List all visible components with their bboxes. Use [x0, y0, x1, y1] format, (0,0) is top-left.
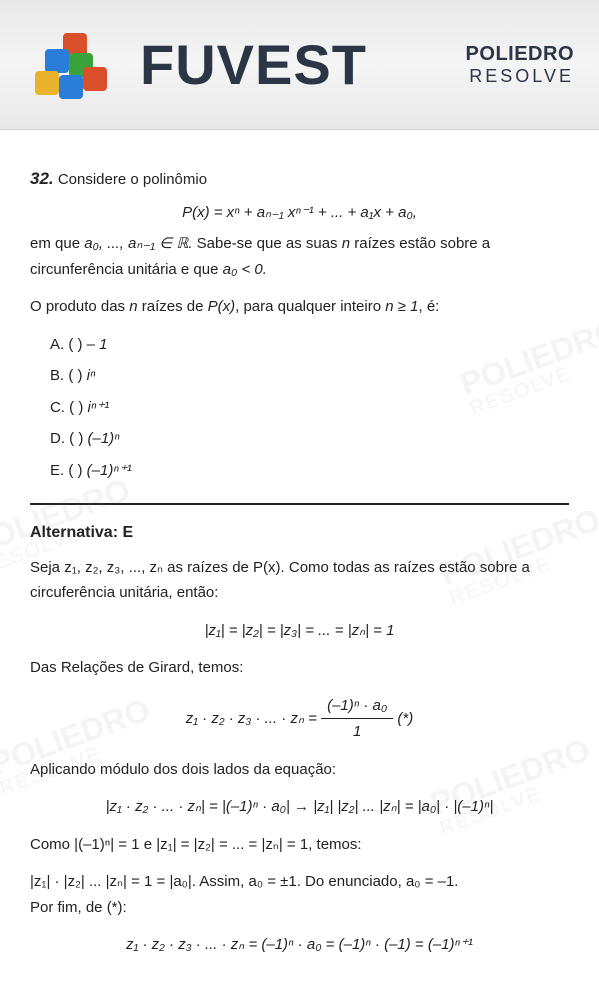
stem-text: em que — [30, 235, 84, 252]
solution-eq4: z₁ · z₂ · z₃ · ... · zₙ = (–1)ⁿ · a₀ = (… — [30, 932, 569, 958]
brand-block: POLIEDRO RESOLVE — [466, 43, 574, 87]
solution-p1: Seja z₁, z₂, z₃, ..., zₙ as raízes de P(… — [30, 555, 569, 606]
option-e: E. ( ) (–1)ⁿ⁺¹ — [50, 458, 569, 484]
option-value: (–1)ⁿ⁺¹ — [83, 462, 132, 479]
fraction: (–1)ⁿ · a₀ 1 — [321, 693, 393, 745]
stem-math: a₀ < 0. — [223, 261, 267, 278]
answer-label: Alternativa: E — [30, 519, 569, 546]
fraction-denominator: 1 — [321, 719, 393, 745]
prompt-text: , é: — [419, 298, 440, 315]
prompt-math: n — [129, 298, 137, 315]
stem-math: n — [342, 235, 350, 252]
solution-p5: |z₁| · |z₂| ... |zₙ| = 1 = |a₀|. Assim, … — [30, 869, 569, 895]
solution-eq3: |z₁ · z₂ · ... · zₙ| = |(–1)ⁿ · a₀| → |z… — [30, 794, 569, 820]
options-list: A. ( ) – 1 B. ( ) iⁿ C. ( ) iⁿ⁺¹ D. ( ) … — [50, 332, 569, 484]
question-prompt: O produto das n raízes de P(x), para qua… — [30, 294, 569, 320]
question-block: 32. Considere o polinômio P(x) = xⁿ + aₙ… — [30, 165, 569, 483]
option-c: C. ( ) iⁿ⁺¹ — [50, 395, 569, 421]
fraction-numerator: (–1)ⁿ · a₀ — [321, 693, 393, 720]
option-letter: C. ( ) — [50, 399, 83, 416]
stem-text: Sabe-se que as suas — [197, 235, 342, 252]
solution-p4: Como |(–1)ⁿ| = 1 e |z₁| = |z₂| = ... = |… — [30, 832, 569, 858]
main-title: FUVEST — [140, 32, 466, 97]
eq2-left: z₁ · z₂ · z₃ · ... · zₙ = — [186, 710, 321, 727]
prompt-text: , para qualquer inteiro — [235, 298, 385, 315]
stem-math: a₀, ..., aₙ₋₁ ∈ ℝ. — [84, 235, 196, 252]
solution-eq1: |z₁| = |z₂| = |z₃| = ... = |zₙ| = 1 — [30, 618, 569, 644]
option-letter: E. ( ) — [50, 462, 83, 479]
content-area: POLIEDRORESOLVEPOLIEDRORESOLVEPOLIEDRORE… — [0, 130, 599, 1000]
option-value: (–1)ⁿ — [83, 430, 119, 447]
poliedro-logo-icon — [25, 25, 115, 105]
option-a: A. ( ) – 1 — [50, 332, 569, 358]
option-letter: A. ( ) — [50, 336, 83, 353]
stem-line-1: Considere o polinômio — [58, 171, 207, 188]
solution-p2: Das Relações de Girard, temos: — [30, 655, 569, 681]
solution-p3: Aplicando módulo dos dois lados da equaç… — [30, 757, 569, 783]
prompt-text: O produto das — [30, 298, 129, 315]
option-d: D. ( ) (–1)ⁿ — [50, 426, 569, 452]
option-letter: D. ( ) — [50, 430, 83, 447]
solution-block: Alternativa: E Seja z₁, z₂, z₃, ..., zₙ … — [30, 519, 569, 957]
option-b: B. ( ) iⁿ — [50, 363, 569, 389]
prompt-math: n ≥ 1 — [385, 298, 418, 315]
prompt-math: P(x) — [208, 298, 236, 315]
stem-line-2: em que a₀, ..., aₙ₋₁ ∈ ℝ. Sabe-se que as… — [30, 231, 569, 282]
page-header: FUVEST POLIEDRO RESOLVE — [0, 0, 599, 130]
option-value: iⁿ — [83, 367, 96, 384]
brand-line-1: POLIEDRO — [466, 43, 574, 66]
solution-p6: Por fim, de (*): — [30, 895, 569, 921]
polynomial-formula: P(x) = xⁿ + aₙ₋₁ xⁿ⁻¹ + ... + a₁x + a₀, — [30, 200, 569, 226]
option-value: – 1 — [83, 336, 108, 353]
brand-line-2: RESOLVE — [466, 66, 574, 87]
option-value: iⁿ⁺¹ — [83, 399, 109, 416]
option-letter: B. ( ) — [50, 367, 83, 384]
separator-rule — [30, 503, 569, 505]
solution-eq2: z₁ · z₂ · z₃ · ... · zₙ = (–1)ⁿ · a₀ 1 (… — [30, 693, 569, 745]
eq2-right: (*) — [397, 710, 413, 727]
prompt-text: raízes de — [138, 298, 208, 315]
question-number: 32. — [30, 169, 54, 188]
